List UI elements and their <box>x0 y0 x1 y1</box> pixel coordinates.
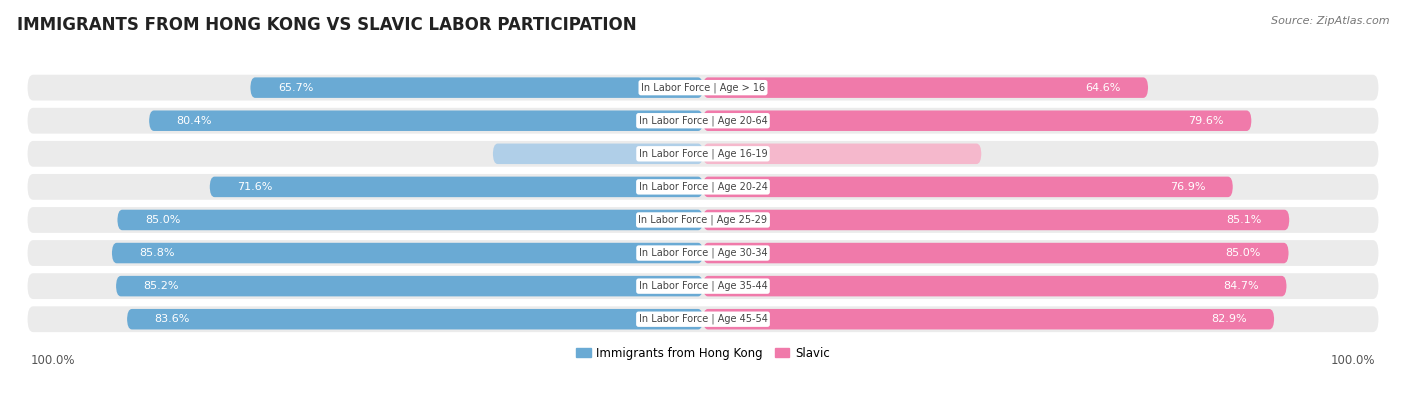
FancyBboxPatch shape <box>117 276 703 296</box>
Text: 100.0%: 100.0% <box>31 354 75 367</box>
Text: 85.0%: 85.0% <box>1226 248 1261 258</box>
Text: 85.1%: 85.1% <box>1226 215 1261 225</box>
FancyBboxPatch shape <box>494 143 703 164</box>
Text: Source: ZipAtlas.com: Source: ZipAtlas.com <box>1271 16 1389 26</box>
Text: 83.6%: 83.6% <box>155 314 190 324</box>
FancyBboxPatch shape <box>28 108 1378 134</box>
Text: In Labor Force | Age 35-44: In Labor Force | Age 35-44 <box>638 281 768 292</box>
Text: 76.9%: 76.9% <box>1170 182 1205 192</box>
FancyBboxPatch shape <box>28 240 1378 266</box>
FancyBboxPatch shape <box>28 207 1378 233</box>
FancyBboxPatch shape <box>28 141 1378 167</box>
Text: In Labor Force | Age 20-64: In Labor Force | Age 20-64 <box>638 115 768 126</box>
FancyBboxPatch shape <box>703 177 1233 197</box>
Text: 40.4%: 40.4% <box>724 149 759 159</box>
Text: 79.6%: 79.6% <box>1188 116 1223 126</box>
FancyBboxPatch shape <box>703 309 1274 329</box>
Text: 84.7%: 84.7% <box>1223 281 1258 291</box>
FancyBboxPatch shape <box>149 111 703 131</box>
FancyBboxPatch shape <box>28 273 1378 299</box>
Text: 85.8%: 85.8% <box>139 248 174 258</box>
Text: 30.5%: 30.5% <box>647 149 682 159</box>
Text: 85.0%: 85.0% <box>145 215 180 225</box>
Legend: Immigrants from Hong Kong, Slavic: Immigrants from Hong Kong, Slavic <box>572 342 834 364</box>
Text: In Labor Force | Age 45-54: In Labor Force | Age 45-54 <box>638 314 768 324</box>
FancyBboxPatch shape <box>28 174 1378 200</box>
FancyBboxPatch shape <box>703 77 1149 98</box>
FancyBboxPatch shape <box>703 111 1251 131</box>
FancyBboxPatch shape <box>703 243 1289 263</box>
Text: IMMIGRANTS FROM HONG KONG VS SLAVIC LABOR PARTICIPATION: IMMIGRANTS FROM HONG KONG VS SLAVIC LABO… <box>17 16 637 34</box>
Text: 64.6%: 64.6% <box>1085 83 1121 93</box>
FancyBboxPatch shape <box>127 309 703 329</box>
FancyBboxPatch shape <box>703 143 981 164</box>
Text: 82.9%: 82.9% <box>1211 314 1247 324</box>
FancyBboxPatch shape <box>703 210 1289 230</box>
FancyBboxPatch shape <box>209 177 703 197</box>
Text: 65.7%: 65.7% <box>278 83 314 93</box>
Text: In Labor Force | Age 25-29: In Labor Force | Age 25-29 <box>638 215 768 225</box>
Text: In Labor Force | Age > 16: In Labor Force | Age > 16 <box>641 83 765 93</box>
Text: In Labor Force | Age 30-34: In Labor Force | Age 30-34 <box>638 248 768 258</box>
Text: In Labor Force | Age 20-24: In Labor Force | Age 20-24 <box>638 182 768 192</box>
FancyBboxPatch shape <box>28 75 1378 101</box>
FancyBboxPatch shape <box>703 276 1286 296</box>
Text: 85.2%: 85.2% <box>143 281 179 291</box>
Text: 71.6%: 71.6% <box>238 182 273 192</box>
Text: 100.0%: 100.0% <box>1331 354 1375 367</box>
FancyBboxPatch shape <box>118 210 703 230</box>
Text: 80.4%: 80.4% <box>177 116 212 126</box>
FancyBboxPatch shape <box>250 77 703 98</box>
FancyBboxPatch shape <box>28 306 1378 332</box>
FancyBboxPatch shape <box>112 243 703 263</box>
Text: In Labor Force | Age 16-19: In Labor Force | Age 16-19 <box>638 149 768 159</box>
